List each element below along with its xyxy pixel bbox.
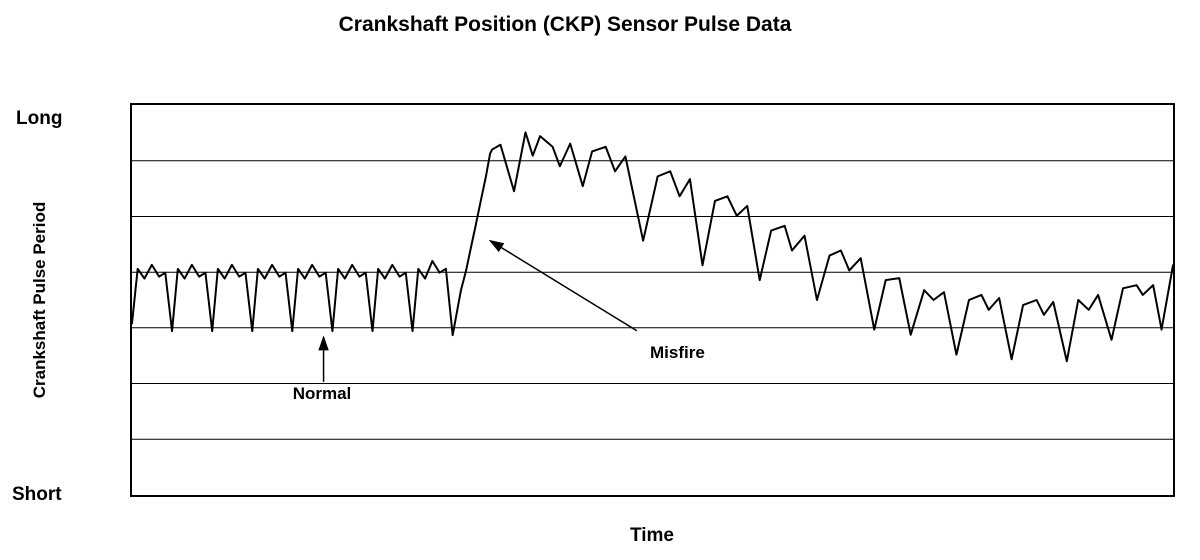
- y-axis-short-label: Short: [12, 484, 62, 505]
- y-axis-title: Crankshaft Pulse Period: [30, 201, 49, 399]
- annotation-misfire: Misfire: [650, 343, 705, 362]
- y-axis-long-label: Long: [16, 108, 63, 129]
- ckp-pulse-trace: [132, 131, 1173, 363]
- plot-area: Normal Misfire: [130, 103, 1175, 497]
- pulse-waveform-svg: [132, 131, 1173, 440]
- x-axis-title: Time: [629, 525, 675, 546]
- chart-title: Crankshaft Position (CKP) Sensor Pulse D…: [338, 13, 792, 36]
- annotation-normal: Normal: [292, 384, 352, 403]
- misfire-arrow: [488, 239, 638, 332]
